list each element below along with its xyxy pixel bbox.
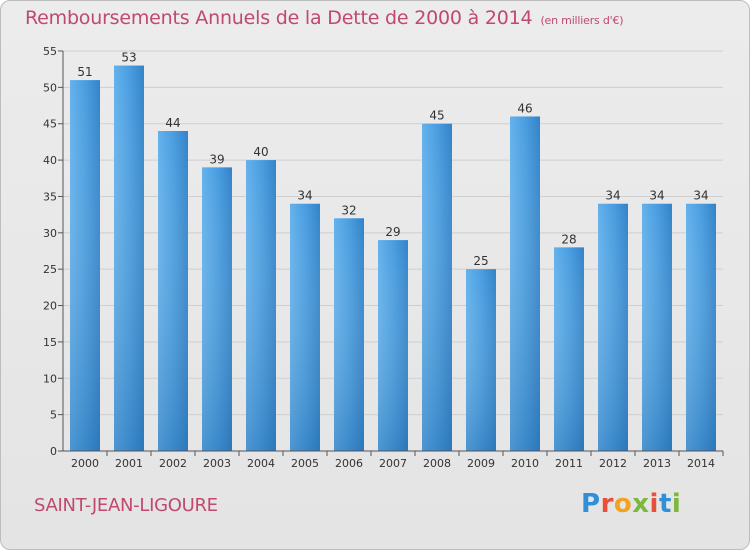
x-tick-label-2006: 2006 bbox=[335, 457, 363, 470]
bar-shade-2007 bbox=[378, 240, 408, 451]
y-tick-label: 45 bbox=[43, 118, 57, 131]
x-tick-label-2014: 2014 bbox=[687, 457, 715, 470]
bar-shade-2014 bbox=[686, 203, 716, 451]
value-label-2010: 46 bbox=[517, 101, 532, 115]
chart-title-text: Remboursements Annuels de la Dette de 20… bbox=[25, 7, 533, 29]
chart-unit-label: (en milliers d'€) bbox=[540, 14, 624, 27]
bar-shade-2004 bbox=[246, 160, 276, 451]
chart-title: Remboursements Annuels de la Dette de 20… bbox=[25, 7, 624, 29]
x-tick-label-2013: 2013 bbox=[643, 457, 671, 470]
bar-shade-2002 bbox=[158, 131, 188, 451]
value-label-2014: 34 bbox=[693, 189, 708, 203]
bar-shade-2008 bbox=[422, 123, 452, 452]
bar-shade-2011 bbox=[554, 247, 584, 451]
y-tick-label: 30 bbox=[43, 227, 57, 240]
logo-letter: i bbox=[671, 489, 682, 519]
value-label-2005: 34 bbox=[297, 189, 312, 203]
y-tick-label: 55 bbox=[43, 45, 57, 58]
value-label-2011: 28 bbox=[561, 232, 576, 246]
bar-shade-2012 bbox=[598, 203, 628, 451]
x-tick-label-2005: 2005 bbox=[291, 457, 319, 470]
value-label-2003: 39 bbox=[209, 152, 224, 166]
y-tick-label: 25 bbox=[43, 263, 57, 276]
x-tick-label-2007: 2007 bbox=[379, 457, 407, 470]
logo-letter: r bbox=[600, 489, 614, 519]
value-label-2000: 51 bbox=[77, 65, 92, 79]
value-label-2013: 34 bbox=[649, 189, 664, 203]
x-tick-label-2003: 2003 bbox=[203, 457, 231, 470]
axes: 0 5 10 15 20 25 30 35 40 45 50 55 2000 2001 2002 2003 20… bbox=[43, 45, 724, 470]
value-label-2001: 53 bbox=[121, 51, 136, 65]
bar-shade-2001 bbox=[114, 65, 144, 451]
logo-letter: P bbox=[581, 489, 601, 519]
bar-shade-2003 bbox=[202, 167, 232, 451]
bar-shade-2005 bbox=[290, 203, 320, 451]
value-label-2004: 40 bbox=[253, 145, 268, 159]
bar-shade-2010 bbox=[510, 116, 540, 452]
x-tick-label-2009: 2009 bbox=[467, 457, 495, 470]
x-tick-label-2000: 2000 bbox=[71, 457, 99, 470]
x-tick-label-2004: 2004 bbox=[247, 457, 275, 470]
y-tick-label: 20 bbox=[43, 300, 57, 313]
logo-letter: x bbox=[632, 489, 650, 519]
bars: 51 53 44 39 40 34 32 29 45 25 46 28 34 34 34 bbox=[70, 51, 716, 452]
value-label-2006: 32 bbox=[341, 203, 356, 217]
x-tick-label-2011: 2011 bbox=[555, 457, 583, 470]
value-label-2009: 25 bbox=[473, 254, 488, 268]
y-tick-label: 40 bbox=[43, 154, 57, 167]
logo-letter: i bbox=[649, 489, 659, 519]
y-tick-label: 50 bbox=[43, 81, 57, 94]
x-tick-label-2012: 2012 bbox=[599, 457, 627, 470]
y-tick-label: 10 bbox=[43, 372, 57, 385]
town-name: SAINT-JEAN-LIGOURE bbox=[34, 495, 218, 516]
x-tick-label-2008: 2008 bbox=[423, 457, 451, 470]
logo-letter: t bbox=[658, 489, 672, 519]
bar-shade-2013 bbox=[642, 203, 672, 451]
y-tick-label: 5 bbox=[50, 409, 57, 422]
proxiti-logo: Proxiti bbox=[581, 489, 681, 519]
value-label-2012: 34 bbox=[605, 189, 620, 203]
y-tick-label: 35 bbox=[43, 190, 57, 203]
bar-shade-2006 bbox=[334, 218, 364, 451]
x-tick-label-2002: 2002 bbox=[159, 457, 187, 470]
value-label-2008: 45 bbox=[429, 109, 444, 123]
bar-shade-2009 bbox=[466, 269, 496, 451]
value-label-2007: 29 bbox=[385, 225, 400, 239]
value-label-2002: 44 bbox=[165, 116, 180, 130]
x-tick-label-2010: 2010 bbox=[511, 457, 539, 470]
y-tick-label: 15 bbox=[43, 336, 57, 349]
y-tick-label: 0 bbox=[50, 445, 57, 458]
bar-shade-2000 bbox=[70, 80, 100, 451]
x-tick-label-2001: 2001 bbox=[115, 457, 143, 470]
logo-letter: o bbox=[613, 489, 633, 519]
